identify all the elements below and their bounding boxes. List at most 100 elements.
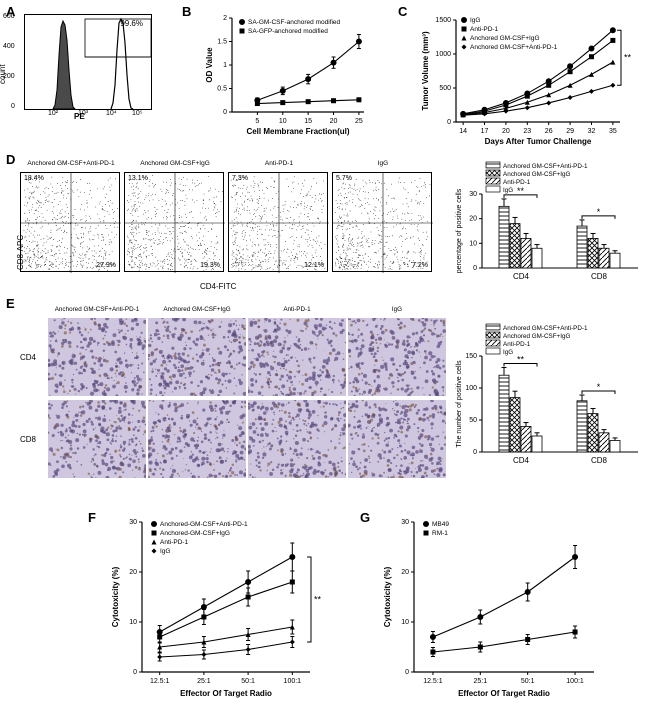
facs-plot: IgG 5.7% 7.2% [332, 160, 434, 272]
q4-label: 27.9% [96, 262, 116, 269]
svg-text:17: 17 [481, 128, 489, 135]
svg-text:32: 32 [588, 128, 596, 135]
svg-text:29: 29 [566, 128, 574, 135]
panel-b-svg: 00.511.52510152025Cell Membrane Fraction… [202, 14, 370, 138]
svg-text:**: ** [624, 53, 632, 63]
svg-text:IgG: IgG [503, 187, 513, 194]
panel-f-label: F [88, 510, 96, 525]
panel-a-ylabel: count [0, 64, 7, 84]
svg-text:0: 0 [447, 119, 451, 126]
svg-text:Cell Membrane Fraction(ul): Cell Membrane Fraction(ul) [246, 127, 349, 136]
q1-label: 7.3% [232, 175, 248, 182]
panel-b: 00.511.52510152025Cell Membrane Fraction… [202, 14, 370, 138]
svg-text:15: 15 [304, 118, 312, 125]
panel-a: 99.6% 600 400 200 0 count PE 10² 10³ 10⁴… [24, 14, 152, 126]
svg-text:2: 2 [223, 15, 227, 22]
facs-row: Anchored GM-CSF+Anti-PD-118.4%27.9%Ancho… [20, 160, 440, 272]
q1-label: 13.1% [128, 175, 148, 182]
ytick: 600 [3, 13, 15, 20]
facs-plot: Anchored GM-CSF+Anti-PD-1 18.4% 27.9% [20, 160, 122, 272]
svg-text:CD8: CD8 [591, 272, 608, 281]
facs-title: IgG [332, 160, 434, 172]
svg-text:20: 20 [469, 216, 477, 223]
ihc-row-label: CD8 [20, 435, 46, 444]
panel-f: 010203012.5:125:150:1100:1Effector Of Ta… [108, 516, 330, 700]
ihc-col-header: Anchored GM-CSF+IgG [148, 306, 246, 318]
ihc-image [148, 400, 246, 478]
ihc-image [248, 400, 346, 478]
svg-text:0.5: 0.5 [217, 86, 227, 93]
ihc-col-header: IgG [348, 306, 446, 318]
panel-c: 0 500 1000 1500 14 17 20 23 26 29 32 35 Days After T… [418, 14, 638, 148]
ihc-grid: Anchored GM-CSF+Anti-PD-1Anchored GM-CSF… [20, 306, 446, 478]
facs-box: 7.3% 12.1% [228, 172, 328, 272]
facs-title: Anti-PD-1 [228, 160, 330, 172]
svg-text:1: 1 [223, 62, 227, 69]
ihc-col-header: Anchored GM-CSF+Anti-PD-1 [48, 306, 146, 318]
ihc-col-header: Anti-PD-1 [248, 306, 346, 318]
svg-text:23: 23 [523, 128, 531, 135]
panel-e-bar: 050100150CD4**CD8*The number of positive… [452, 320, 642, 470]
q4-label: 12.1% [304, 262, 324, 269]
svg-text:30: 30 [469, 191, 477, 198]
svg-text:CD4: CD4 [513, 272, 530, 281]
svg-text:20: 20 [330, 118, 338, 125]
ihc-image [248, 318, 346, 396]
panel-d-label: D [6, 152, 15, 167]
panel-e-label: E [6, 296, 15, 311]
panel-d-xlabel: CD4-FITC [200, 282, 236, 291]
gate-value: 99.6% [120, 19, 143, 28]
facs-title: Anchored GM-CSF+IgG [124, 160, 226, 172]
svg-text:5: 5 [255, 118, 259, 125]
q1-label: 5.7% [336, 175, 352, 182]
facs-box: 18.4% 27.9% [20, 172, 120, 272]
svg-text:10: 10 [279, 118, 287, 125]
ihc-image [48, 400, 146, 478]
svg-text:10: 10 [469, 240, 477, 247]
facs-plot: Anchored GM-CSF+IgG 13.1% 19.3% [124, 160, 226, 272]
panel-c-label: C [398, 4, 407, 19]
panel-g: 010203012.5:125:150:1100:1Effector Of Ta… [380, 516, 602, 700]
svg-text:**: ** [517, 186, 525, 196]
svg-text:percentage of positive cells: percentage of positive cells [456, 188, 463, 273]
svg-text:Anchored GM-CSF+Anti-PD-1: Anchored GM-CSF+Anti-PD-1 [503, 163, 588, 170]
q1-label: 18.4% [24, 175, 44, 182]
svg-text:1.5: 1.5 [217, 39, 227, 46]
svg-text:Anti-PD-1: Anti-PD-1 [503, 179, 531, 186]
facs-box: 13.1% 19.3% [124, 172, 224, 272]
panel-a-plot: 99.6% 600 400 200 0 [24, 14, 152, 110]
svg-text:Anchored GM-CSF+IgG: Anchored GM-CSF+IgG [503, 171, 570, 178]
ytick: 400 [3, 43, 15, 50]
svg-text:20: 20 [502, 128, 510, 135]
ihc-row-label: CD4 [20, 353, 46, 362]
panel-d-ylabel: CD8-APC [16, 235, 25, 270]
ihc-image [48, 318, 146, 396]
facs-box: 5.7% 7.2% [332, 172, 432, 272]
svg-text:Anchored GM-CSF+Anti-PD-1: Anchored GM-CSF+Anti-PD-1 [470, 44, 558, 51]
panel-d: Anchored GM-CSF+Anti-PD-118.4%27.9%Ancho… [20, 160, 440, 272]
ihc-image [148, 318, 246, 396]
svg-text:SA-GM-CSF-anchored modified: SA-GM-CSF-anchored modified [248, 19, 340, 26]
ihc-image [348, 318, 446, 396]
svg-text:500: 500 [439, 85, 451, 92]
svg-text:14: 14 [459, 128, 467, 135]
panel-g-label: G [360, 510, 370, 525]
q4-label: 19.3% [200, 262, 220, 269]
svg-text:1000: 1000 [435, 51, 451, 58]
panel-d-bar: 0102030CD4**CD8*percentage of positive c… [452, 158, 642, 286]
svg-text:Days After Tumor Challenge: Days After Tumor Challenge [485, 137, 592, 146]
q4-label: 7.2% [412, 262, 428, 269]
facs-plot: Anti-PD-1 7.3% 12.1% [228, 160, 330, 272]
svg-text:OD Value: OD Value [205, 47, 214, 83]
svg-text:26: 26 [545, 128, 553, 135]
svg-text:SA-GFP-anchored modified: SA-GFP-anchored modified [248, 28, 328, 35]
histogram-svg [25, 15, 153, 111]
svg-text:0: 0 [223, 109, 227, 116]
svg-text:Tumor Volume (mm³): Tumor Volume (mm³) [421, 31, 430, 111]
ihc-image [348, 400, 446, 478]
facs-title: Anchored GM-CSF+Anti-PD-1 [20, 160, 122, 172]
panel-b-label: B [182, 4, 191, 19]
svg-text:35: 35 [609, 128, 617, 135]
svg-text:1500: 1500 [435, 17, 451, 24]
ytick: 0 [11, 103, 15, 110]
